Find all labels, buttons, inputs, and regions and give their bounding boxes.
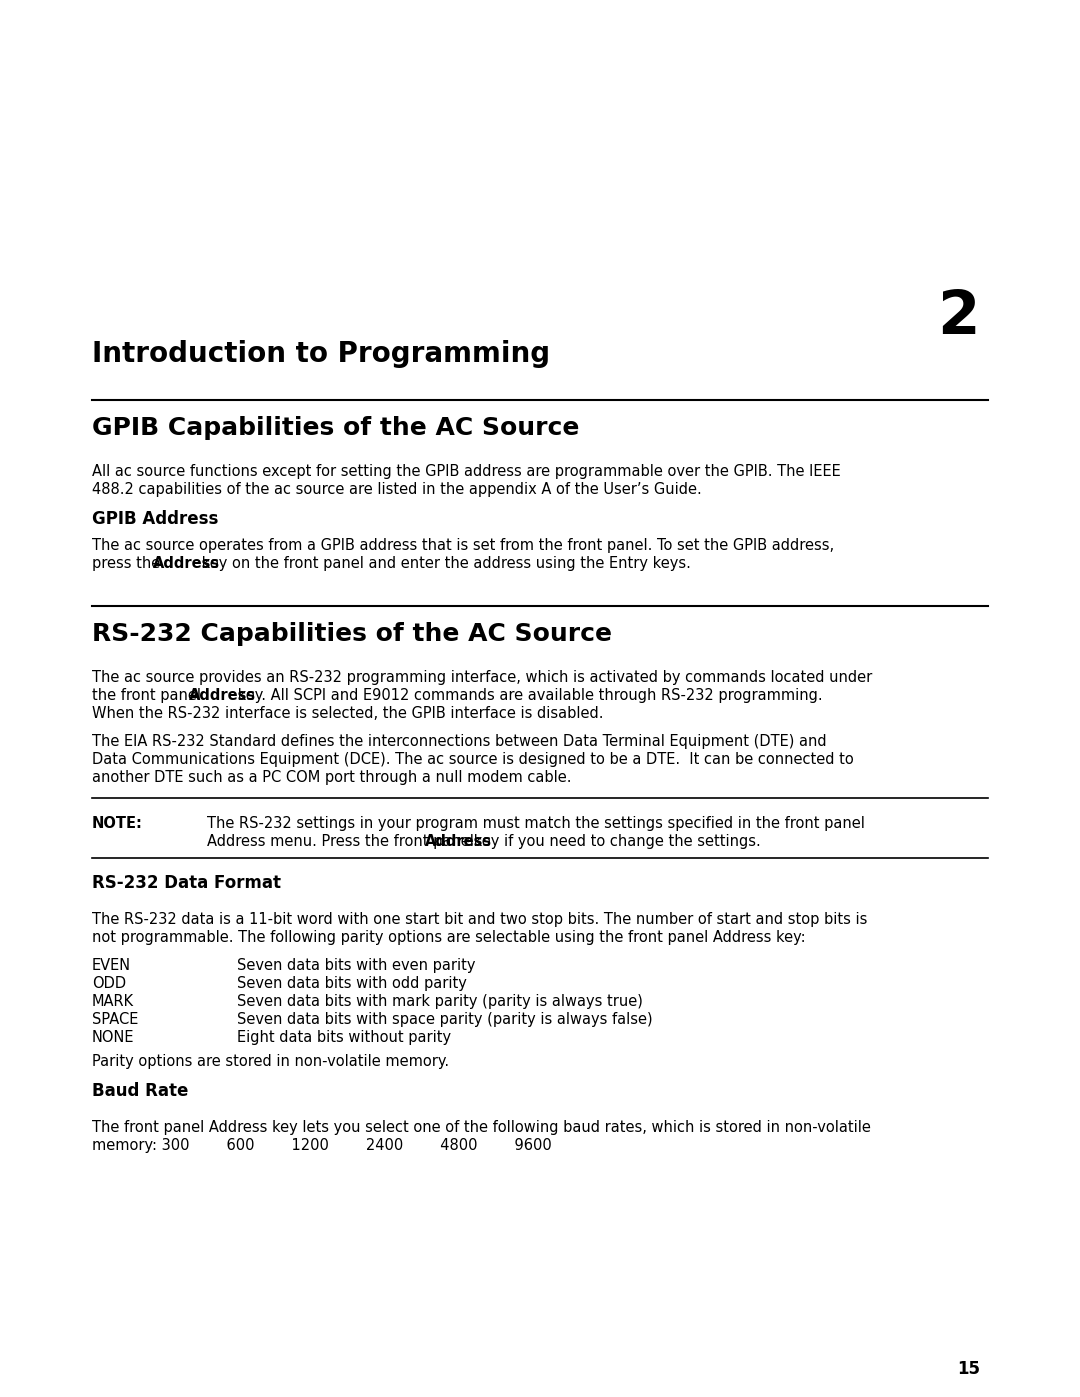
Text: RS-232 Data Format: RS-232 Data Format	[92, 875, 281, 893]
Text: Address menu. Press the front panel: Address menu. Press the front panel	[207, 834, 478, 849]
Text: Address: Address	[152, 556, 219, 571]
Text: memory: 300        600        1200        2400        4800        9600: memory: 300 600 1200 2400 4800 9600	[92, 1139, 552, 1153]
Text: Eight data bits without parity: Eight data bits without parity	[237, 1030, 451, 1045]
Text: Parity options are stored in non-volatile memory.: Parity options are stored in non-volatil…	[92, 1053, 449, 1069]
Text: Seven data bits with space parity (parity is always false): Seven data bits with space parity (parit…	[237, 1011, 652, 1027]
Text: The ac source provides an RS-232 programming interface, which is activated by co: The ac source provides an RS-232 program…	[92, 671, 873, 685]
Text: the front panel: the front panel	[92, 687, 205, 703]
Text: The EIA RS-232 Standard defines the interconnections between Data Terminal Equip: The EIA RS-232 Standard defines the inte…	[92, 733, 826, 749]
Text: 2: 2	[937, 288, 980, 346]
Text: 488.2 capabilities of the ac source are listed in the appendix A of the User’s G: 488.2 capabilities of the ac source are …	[92, 482, 702, 497]
Text: EVEN: EVEN	[92, 958, 131, 972]
Text: NOTE:: NOTE:	[92, 816, 143, 831]
Text: The RS-232 data is a 11-bit word with one start bit and two stop bits. The numbe: The RS-232 data is a 11-bit word with on…	[92, 912, 867, 928]
Text: Data Communications Equipment (DCE). The ac source is designed to be a DTE.  It : Data Communications Equipment (DCE). The…	[92, 752, 854, 767]
Text: Introduction to Programming: Introduction to Programming	[92, 339, 550, 367]
Text: When the RS-232 interface is selected, the GPIB interface is disabled.: When the RS-232 interface is selected, t…	[92, 705, 604, 721]
Text: GPIB Capabilities of the AC Source: GPIB Capabilities of the AC Source	[92, 416, 579, 440]
Text: GPIB Address: GPIB Address	[92, 510, 218, 528]
Text: press the: press the	[92, 556, 165, 571]
Text: Address: Address	[189, 687, 256, 703]
Text: another DTE such as a PC COM port through a null modem cable.: another DTE such as a PC COM port throug…	[92, 770, 571, 785]
Text: not programmable. The following parity options are selectable using the front pa: not programmable. The following parity o…	[92, 930, 806, 944]
Text: The RS-232 settings in your program must match the settings specified in the fro: The RS-232 settings in your program must…	[207, 816, 865, 831]
Text: SPACE: SPACE	[92, 1011, 138, 1027]
Text: key if you need to change the settings.: key if you need to change the settings.	[470, 834, 761, 849]
Text: Address: Address	[424, 834, 491, 849]
Text: Seven data bits with mark parity (parity is always true): Seven data bits with mark parity (parity…	[237, 995, 643, 1009]
Text: key. All SCPI and E9012 commands are available through RS-232 programming.: key. All SCPI and E9012 commands are ava…	[233, 687, 823, 703]
Text: Baud Rate: Baud Rate	[92, 1083, 188, 1099]
Text: RS-232 Capabilities of the AC Source: RS-232 Capabilities of the AC Source	[92, 622, 612, 645]
Text: The front panel Address key lets you select one of the following baud rates, whi: The front panel Address key lets you sel…	[92, 1120, 870, 1134]
Text: NONE: NONE	[92, 1030, 135, 1045]
Text: key on the front panel and enter the address using the Entry keys.: key on the front panel and enter the add…	[197, 556, 691, 571]
Text: Seven data bits with odd parity: Seven data bits with odd parity	[237, 977, 467, 990]
Text: MARK: MARK	[92, 995, 134, 1009]
Text: 15: 15	[957, 1361, 980, 1377]
Text: All ac source functions except for setting the GPIB address are programmable ove: All ac source functions except for setti…	[92, 464, 840, 479]
Text: ODD: ODD	[92, 977, 126, 990]
Text: Seven data bits with even parity: Seven data bits with even parity	[237, 958, 475, 972]
Text: The ac source operates from a GPIB address that is set from the front panel. To : The ac source operates from a GPIB addre…	[92, 538, 834, 553]
